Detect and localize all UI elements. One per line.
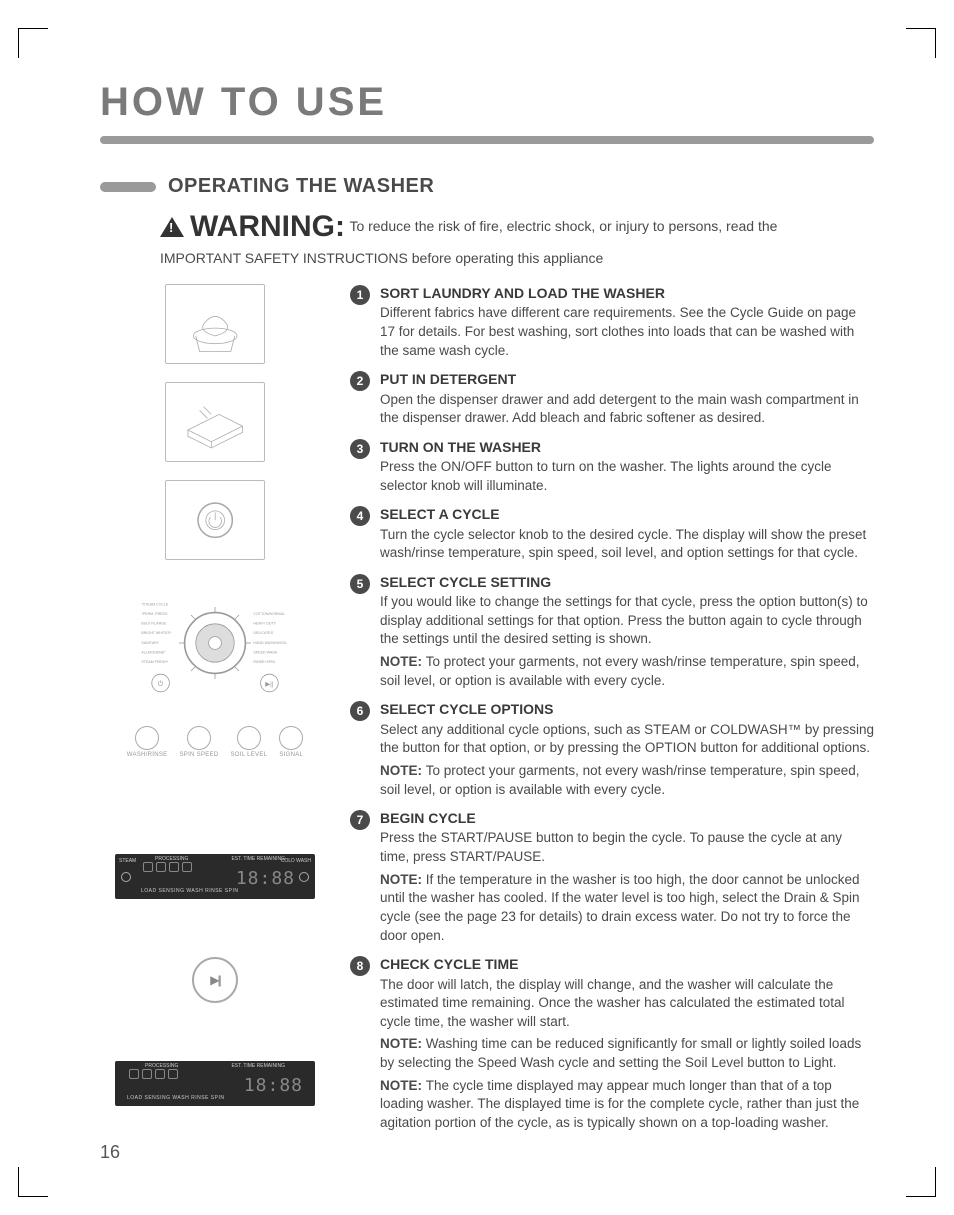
seven-segment-digits: 18:88: [236, 868, 295, 889]
step-note: NOTE: To protect your garments, not ever…: [380, 653, 874, 690]
section-heading-row: OPERATING THE WASHER: [100, 175, 874, 198]
svg-text:STEAM FRESH*: STEAM FRESH*: [141, 660, 169, 664]
svg-text:RINSE+SPIN: RINSE+SPIN: [253, 660, 275, 664]
step-body: TURN ON THE WASHERPress the ON/OFF butto…: [380, 438, 874, 500]
step-number-badge: 1: [350, 285, 370, 305]
warning-label: WARNING:: [160, 210, 345, 244]
step: 7 BEGIN CYCLEPress the START/PAUSE button…: [350, 809, 874, 949]
step-body: SORT LAUNDRY AND LOAD THE WASHERDifferen…: [380, 284, 874, 364]
warning-triangle-icon: [160, 217, 184, 237]
option-button: SPIN SPEED: [179, 726, 218, 758]
step-paragraph: The door will latch, the display will ch…: [380, 976, 874, 1032]
crop-mark: [906, 1167, 936, 1197]
note-label: NOTE:: [380, 1078, 426, 1093]
step-paragraph: Open the dispenser drawer and add deterg…: [380, 391, 874, 428]
step-title: SORT LAUNDRY AND LOAD THE WASHER: [380, 284, 874, 303]
step-body: SELECT CYCLE OPTIONS Select any additiona…: [380, 700, 874, 803]
option-button: SIGNAL: [279, 726, 303, 758]
step: 8 CHECK CYCLE TIME The door will latch, th…: [350, 955, 874, 1136]
page-title: HOW TO USE: [100, 80, 874, 125]
display-panel-illustration-2: PROCESSING EST. TIME REMAINING LOAD SENS…: [115, 1061, 315, 1106]
note-label: NOTE:: [380, 1036, 426, 1051]
crop-mark: [18, 28, 48, 58]
step: 2 PUT IN DETERGENT Open the dispenser draw…: [350, 370, 874, 432]
step-body: BEGIN CYCLEPress the START/PAUSE button …: [380, 809, 874, 949]
step-title: SELECT A CYCLE: [380, 505, 874, 524]
step: 6 SELECT CYCLE OPTIONS Select any addition…: [350, 700, 874, 803]
step: 5 SELECT CYCLE SETTINGIf you would like t…: [350, 573, 874, 694]
step: 3 TURN ON THE WASHERPress the ON/OFF butt…: [350, 438, 874, 500]
step-note: NOTE: Washing time can be reduced signif…: [380, 1035, 874, 1072]
section-heading: OPERATING THE WASHER: [168, 175, 434, 198]
warning-text: To reduce the risk of fire, electric sho…: [349, 218, 777, 234]
display-panel-illustration-1: STEAM COLD WASH PROCESSING EST. TIME REM…: [115, 854, 315, 899]
step-body: SELECT CYCLE SETTINGIf you would like to…: [380, 573, 874, 694]
step-paragraph: Press the ON/OFF button to turn on the w…: [380, 458, 874, 495]
step-number-badge: 7: [350, 810, 370, 830]
step: 4 SELECT A CYCLE Turn the cycle selector k…: [350, 505, 874, 567]
warning-row: WARNING: To reduce the risk of fire, ele…: [160, 210, 874, 244]
svg-text:HAND WASH/WOOL: HAND WASH/WOOL: [253, 641, 287, 645]
step-body: SELECT A CYCLE Turn the cycle selector kn…: [380, 505, 874, 567]
illustration-column: ⏻ ▶|| *STEAM CYCLE *PERM. PRESS BULKY/LA…: [100, 284, 330, 1143]
step-number-badge: 2: [350, 371, 370, 391]
svg-text:*PERM. PRESS: *PERM. PRESS: [141, 612, 168, 616]
option-button: SOIL LEVEL: [231, 726, 268, 758]
step-note: NOTE: If the temperature in the washer i…: [380, 871, 874, 946]
seven-segment-digits: 18:88: [244, 1075, 303, 1096]
svg-text:DELICATES: DELICATES: [253, 631, 273, 635]
title-rule: [100, 133, 874, 147]
page-number: 16: [100, 1142, 120, 1163]
svg-text:SANITARY: SANITARY: [141, 641, 159, 645]
option-button: WASH/RINSE: [127, 726, 168, 758]
note-label: NOTE:: [380, 872, 426, 887]
svg-text:HEAVY DUTY: HEAVY DUTY: [253, 622, 276, 626]
steps-column: 1 SORT LAUNDRY AND LOAD THE WASHERDiffere…: [350, 284, 874, 1143]
warning-label-text: WARNING:: [190, 210, 345, 244]
step-title: PUT IN DETERGENT: [380, 370, 874, 389]
crop-mark: [18, 1167, 48, 1197]
step-number-badge: 3: [350, 439, 370, 459]
option-buttons-illustration: WASH/RINSE SPIN SPEED SOIL LEVEL SIGNAL: [115, 726, 315, 758]
step-body: CHECK CYCLE TIME The door will latch, the…: [380, 955, 874, 1136]
warning-subtext: IMPORTANT SAFETY INSTRUCTIONS before ope…: [160, 250, 874, 266]
step-title: BEGIN CYCLE: [380, 809, 874, 828]
power-button-illustration: [165, 480, 265, 560]
svg-text:BRIGHT WHITES*: BRIGHT WHITES*: [141, 631, 171, 635]
step-paragraph: If you would like to change the settings…: [380, 593, 874, 649]
step-title: CHECK CYCLE TIME: [380, 955, 874, 974]
step-paragraph: Select any additional cycle options, suc…: [380, 721, 874, 758]
step-title: SELECT CYCLE SETTING: [380, 573, 874, 592]
step-number-badge: 8: [350, 956, 370, 976]
detergent-drawer-illustration: [165, 382, 265, 462]
step-number-badge: 4: [350, 506, 370, 526]
step-number-badge: 6: [350, 701, 370, 721]
svg-text:▶||: ▶||: [265, 681, 274, 688]
step-title: SELECT CYCLE OPTIONS: [380, 700, 874, 719]
crop-mark: [906, 28, 936, 58]
svg-text:SPEED WASH: SPEED WASH: [253, 650, 277, 654]
svg-text:ALLERGIENE*: ALLERGIENE*: [141, 650, 166, 654]
step-paragraph: Turn the cycle selector knob to the desi…: [380, 526, 874, 563]
svg-text:COTTON/NORMAL: COTTON/NORMAL: [253, 612, 284, 616]
step-note: NOTE: To protect your garments, not ever…: [380, 762, 874, 799]
step-paragraph: Press the START/PAUSE button to begin th…: [380, 829, 874, 866]
start-pause-button-illustration: [192, 957, 238, 1003]
svg-text:⏻: ⏻: [158, 679, 164, 688]
note-label: NOTE:: [380, 654, 426, 669]
laundry-basket-illustration: [165, 284, 265, 364]
step-paragraph: Different fabrics have different care re…: [380, 304, 874, 360]
section-lead-bar: [100, 182, 156, 192]
step-note: NOTE: The cycle time displayed may appea…: [380, 1077, 874, 1133]
step: 1 SORT LAUNDRY AND LOAD THE WASHERDiffere…: [350, 284, 874, 364]
svg-text:BULKY/LARGE: BULKY/LARGE: [141, 622, 167, 626]
note-label: NOTE:: [380, 763, 426, 778]
step-title: TURN ON THE WASHER: [380, 438, 874, 457]
svg-text:*STEAM CYCLE: *STEAM CYCLE: [141, 602, 168, 606]
step-body: PUT IN DETERGENT Open the dispenser drawe…: [380, 370, 874, 432]
step-number-badge: 5: [350, 574, 370, 594]
cycle-dial-illustration: ⏻ ▶|| *STEAM CYCLE *PERM. PRESS BULKY/LA…: [115, 578, 315, 708]
